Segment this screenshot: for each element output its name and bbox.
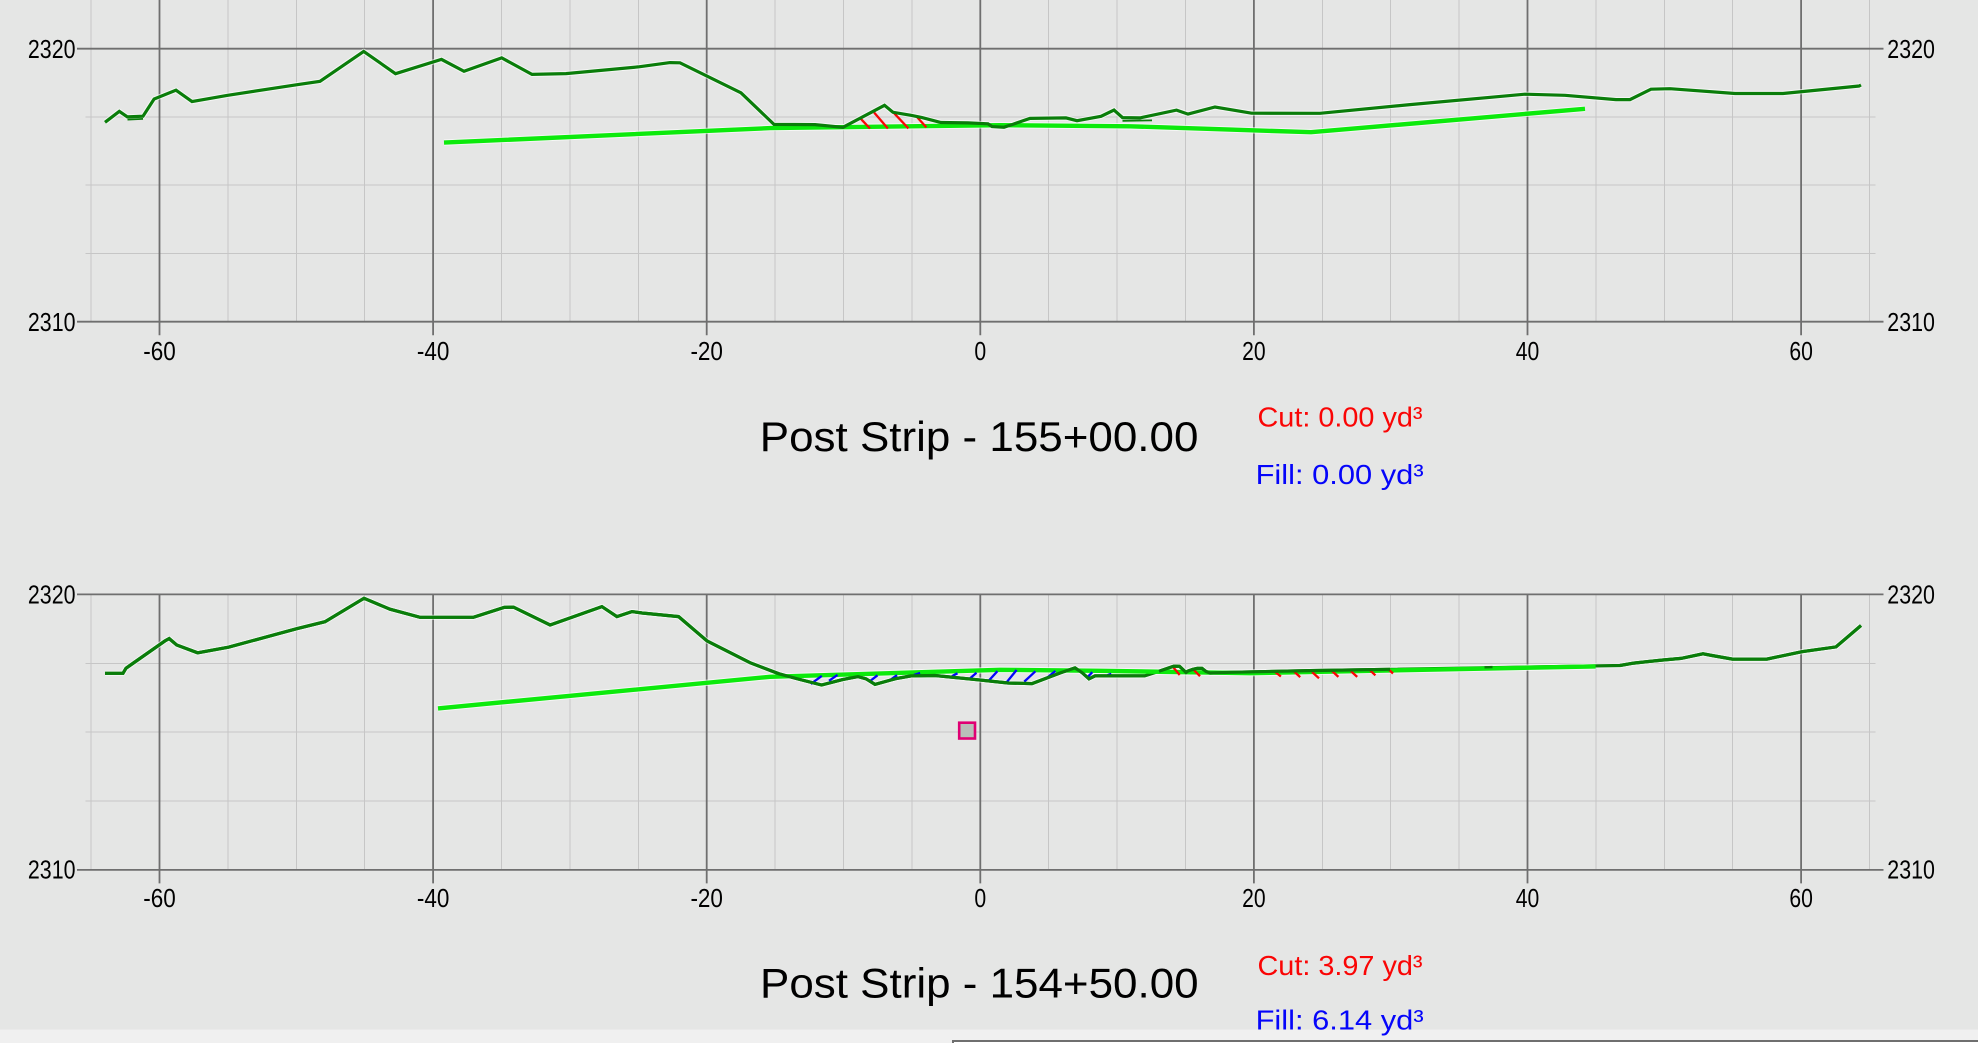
svg-text:-40: -40 bbox=[417, 883, 450, 913]
svg-text:2310: 2310 bbox=[1887, 307, 1935, 337]
svg-text:Fill: 6.14 yd³: Fill: 6.14 yd³ bbox=[1256, 1005, 1424, 1036]
svg-text:Post Strip - 155+00.00: Post Strip - 155+00.00 bbox=[760, 413, 1199, 460]
svg-text:2310: 2310 bbox=[28, 307, 76, 337]
svg-text:-20: -20 bbox=[690, 336, 723, 366]
svg-text:Cut: 3.97 yd³: Cut: 3.97 yd³ bbox=[1258, 950, 1423, 981]
svg-text:40: 40 bbox=[1516, 883, 1540, 913]
svg-text:Cut: 0.00 yd³: Cut: 0.00 yd³ bbox=[1258, 402, 1423, 433]
svg-text:2320: 2320 bbox=[28, 34, 76, 64]
svg-text:20: 20 bbox=[1242, 336, 1266, 366]
svg-text:2320: 2320 bbox=[1887, 34, 1935, 64]
svg-text:Post Strip - 154+50.00: Post Strip - 154+50.00 bbox=[760, 959, 1199, 1006]
svg-text:20: 20 bbox=[1242, 883, 1266, 913]
svg-text:-60: -60 bbox=[143, 336, 176, 366]
svg-text:2310: 2310 bbox=[1887, 854, 1935, 884]
svg-text:Fill: 0.00 yd³: Fill: 0.00 yd³ bbox=[1256, 459, 1424, 490]
svg-text:-60: -60 bbox=[143, 883, 176, 913]
svg-text:40: 40 bbox=[1516, 336, 1540, 366]
svg-text:60: 60 bbox=[1789, 336, 1813, 366]
svg-text:-40: -40 bbox=[417, 336, 450, 366]
svg-text:60: 60 bbox=[1789, 883, 1813, 913]
svg-text:2320: 2320 bbox=[1887, 580, 1935, 610]
svg-text:0: 0 bbox=[974, 883, 986, 913]
svg-text:2320: 2320 bbox=[28, 580, 76, 610]
svg-text:-20: -20 bbox=[690, 883, 723, 913]
svg-text:0: 0 bbox=[974, 336, 986, 366]
svg-text:2310: 2310 bbox=[28, 854, 76, 884]
